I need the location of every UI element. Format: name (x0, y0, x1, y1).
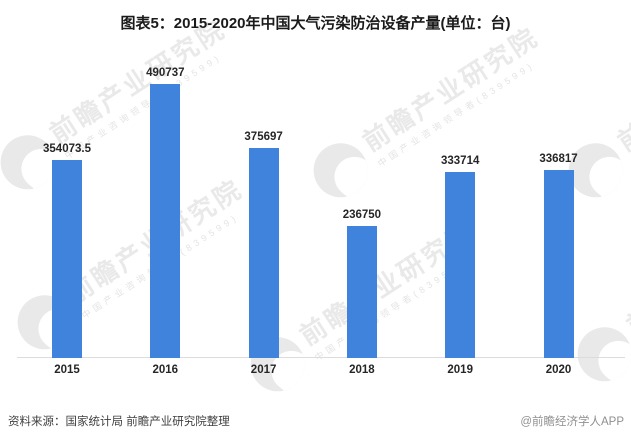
x-axis-line (17, 357, 625, 358)
credit-text: @前瞻经济学人APP (520, 416, 624, 428)
bar-2015 (52, 160, 82, 358)
bar-2017 (248, 148, 279, 358)
x-tick-2019: 2019 (447, 364, 473, 376)
bar-value-2017: 375697 (244, 131, 283, 143)
x-tick-2017: 2017 (250, 364, 277, 376)
bar-value-2015: 354073.5 (43, 143, 91, 155)
chart-title: 图表5：2015-2020年中国大气污染防治设备产量(单位：台) (120, 15, 511, 32)
footer: 资料来源：国家统计局 前瞻产业研究院整理 @前瞻经济学人APP (0, 413, 631, 429)
source-text: 资料来源：国家统计局 前瞻产业研究院整理 (8, 416, 230, 428)
bar-2020 (543, 170, 574, 358)
bar-value-2018: 236750 (342, 209, 382, 221)
bar-2018 (346, 226, 377, 358)
x-tick-2016: 2016 (152, 364, 179, 376)
bar-value-2020: 336817 (539, 153, 578, 165)
x-tick-2015: 2015 (54, 364, 80, 376)
bar-value-2019: 333714 (441, 155, 480, 167)
bar-value-2016: 490737 (146, 67, 185, 79)
x-tick-2018: 2018 (349, 364, 375, 376)
x-tick-2020: 2020 (545, 364, 572, 376)
bar-2016 (150, 84, 181, 358)
bar-2019 (445, 172, 476, 358)
